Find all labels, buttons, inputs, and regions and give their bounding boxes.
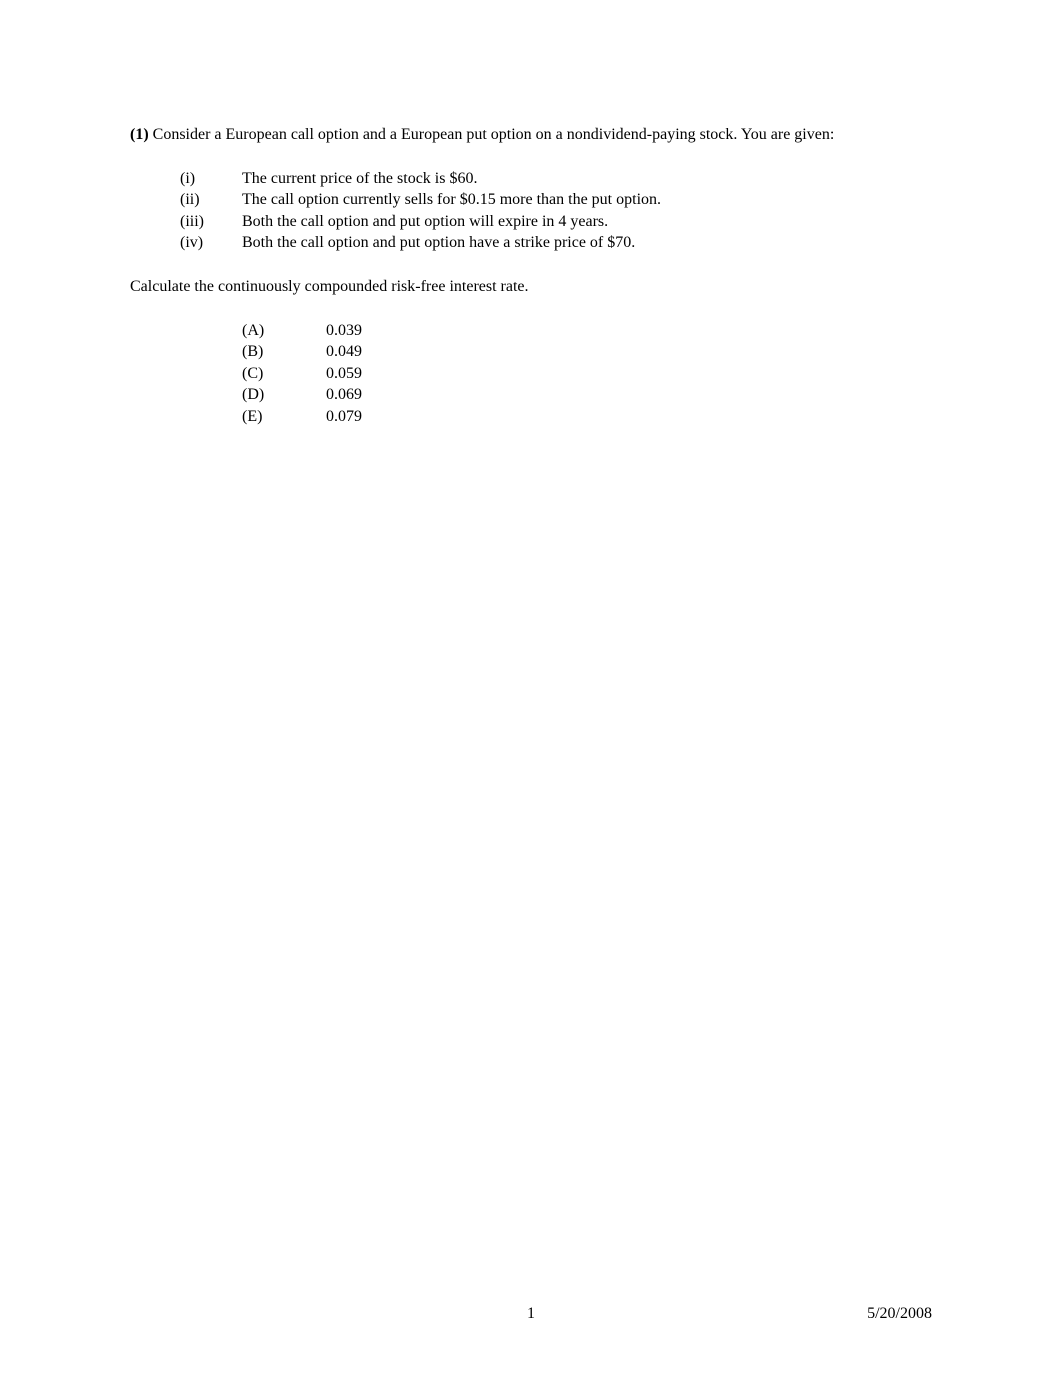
given-item: (i) The current price of the stock is $6… (180, 168, 932, 190)
choice-label: (A) (242, 320, 326, 342)
choice-label: (B) (242, 341, 326, 363)
choice-item: (A) 0.039 (242, 320, 932, 342)
given-numeral: (i) (180, 168, 242, 190)
choice-value: 0.069 (326, 384, 932, 406)
choice-value: 0.039 (326, 320, 932, 342)
question-intro: (1) Consider a European call option and … (130, 124, 932, 146)
question-number: (1) (130, 126, 149, 143)
footer-date: 5/20/2008 (867, 1305, 932, 1323)
intro-text: Consider a European call option and a Eu… (149, 126, 835, 143)
given-item: (iv) Both the call option and put option… (180, 232, 932, 254)
calculate-instruction: Calculate the continuously compounded ri… (130, 276, 932, 298)
choice-list: (A) 0.039 (B) 0.049 (C) 0.059 (D) 0.069 … (242, 320, 932, 428)
given-numeral: (iv) (180, 232, 242, 254)
given-item: (iii) Both the call option and put optio… (180, 211, 932, 233)
choice-value: 0.079 (326, 406, 932, 428)
given-text: Both the call option and put option will… (242, 211, 932, 233)
choice-value: 0.059 (326, 363, 932, 385)
choice-label: (C) (242, 363, 326, 385)
choice-value: 0.049 (326, 341, 932, 363)
given-numeral: (ii) (180, 189, 242, 211)
choice-item: (C) 0.059 (242, 363, 932, 385)
page-number: 1 (527, 1305, 535, 1323)
choice-item: (D) 0.069 (242, 384, 932, 406)
choice-item: (E) 0.079 (242, 406, 932, 428)
given-numeral: (iii) (180, 211, 242, 233)
given-list: (i) The current price of the stock is $6… (180, 168, 932, 254)
given-text: The current price of the stock is $60. (242, 168, 932, 190)
choice-label: (D) (242, 384, 326, 406)
given-text: Both the call option and put option have… (242, 232, 932, 254)
choice-item: (B) 0.049 (242, 341, 932, 363)
choice-label: (E) (242, 406, 326, 428)
given-text: The call option currently sells for $0.1… (242, 189, 932, 211)
page-footer: 1 5/20/2008 (0, 1305, 1062, 1323)
given-item: (ii) The call option currently sells for… (180, 189, 932, 211)
